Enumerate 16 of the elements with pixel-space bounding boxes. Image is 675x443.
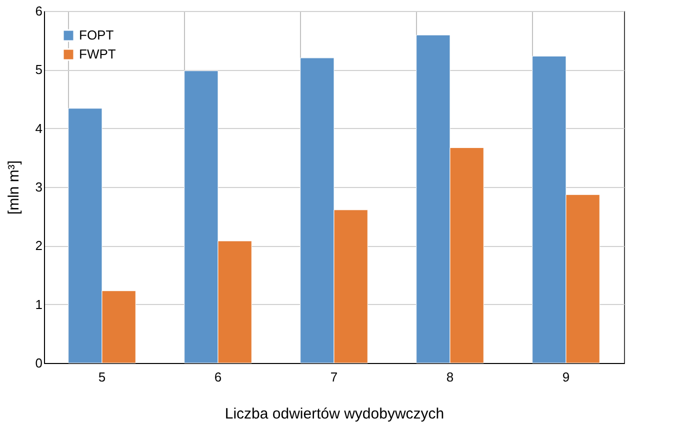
y-tick-label: 4 bbox=[35, 120, 42, 136]
x-tick-label: 9 bbox=[562, 370, 570, 384]
x-axis-title: Liczba odwiertów wydobywczych bbox=[224, 406, 444, 422]
x-tick-label: 5 bbox=[98, 370, 106, 384]
y-tick-label: 3 bbox=[35, 180, 42, 194]
x-tick-label: 8 bbox=[446, 370, 454, 384]
x-tick-label: 7 bbox=[330, 370, 338, 384]
legend-label: FWPT bbox=[79, 46, 116, 62]
y-tick-label: 5 bbox=[35, 62, 42, 78]
x-tick-label: 6 bbox=[214, 370, 222, 384]
legend-label: FOPT bbox=[79, 28, 114, 42]
y-tick-label: 2 bbox=[35, 238, 42, 254]
y-axis-title: [mln m³] bbox=[5, 160, 22, 215]
y-tick-label: 0 bbox=[35, 356, 42, 370]
y-tick-label: 6 bbox=[35, 4, 42, 18]
y-tick-label: 1 bbox=[35, 296, 42, 312]
